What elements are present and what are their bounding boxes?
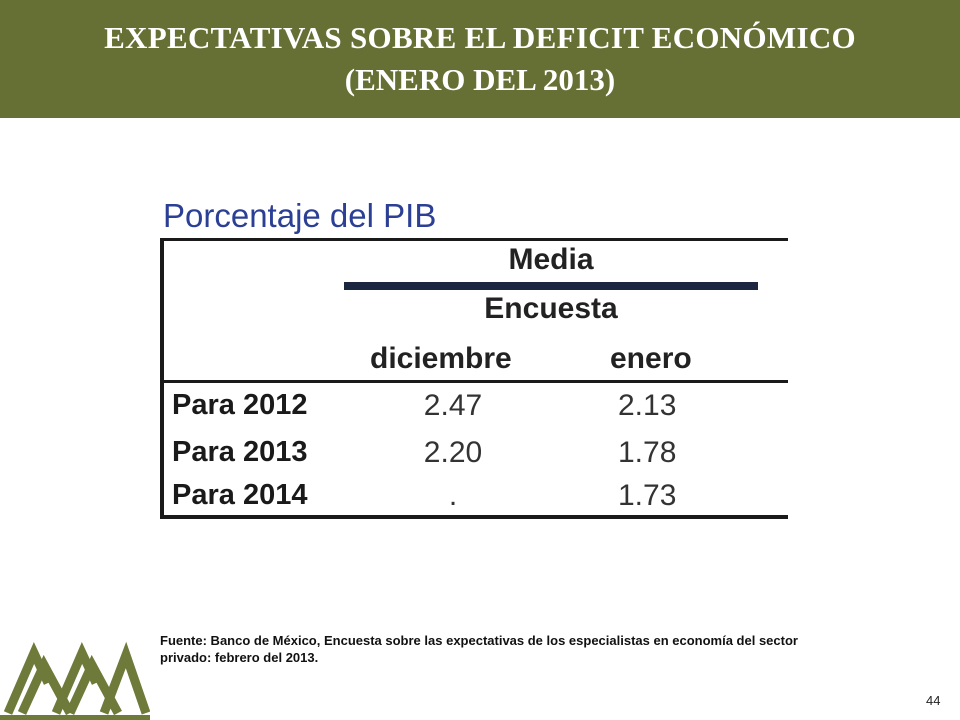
- cell-2014-enero: 1.73: [618, 479, 677, 512]
- column-header-enero: enero: [610, 342, 692, 375]
- source-note: Fuente: Banco de México, Encuesta sobre …: [160, 633, 798, 665]
- cell-2012-enero: 2.13: [618, 389, 677, 422]
- sub-header-encuesta: Encuesta: [484, 292, 618, 325]
- page-number: 44: [926, 693, 941, 708]
- slide-title-line1: EXPECTATIVAS SOBRE EL DEFICIT ECONÓMICO: [104, 20, 856, 55]
- cell-2014-diciembre: .: [448, 479, 458, 512]
- group-header-media: Media: [508, 243, 594, 276]
- row-label-2013: Para 2013: [172, 436, 308, 468]
- table-bottom-border: [160, 515, 788, 519]
- slide-title-line2: (ENERO DEL 2013): [344, 62, 616, 97]
- cell-2013-diciembre: 2.20: [423, 436, 483, 469]
- group-header-rule: [344, 282, 758, 290]
- header-separator: [160, 380, 788, 383]
- table-left-border: [160, 238, 164, 519]
- cell-2012-diciembre: 2.47: [423, 389, 483, 422]
- table-title: Porcentaje del PIB: [163, 197, 437, 234]
- title-banner: EXPECTATIVAS SOBRE EL DEFICIT ECONÓMICO …: [0, 0, 960, 118]
- column-header-diciembre: diciembre: [370, 342, 512, 375]
- cell-2013-enero: 1.78: [618, 436, 677, 469]
- row-label-2012: Para 2012: [172, 389, 308, 421]
- row-label-2014: Para 2014: [172, 479, 308, 511]
- mountains-logo-icon: [0, 641, 150, 720]
- table-top-border: [160, 238, 788, 241]
